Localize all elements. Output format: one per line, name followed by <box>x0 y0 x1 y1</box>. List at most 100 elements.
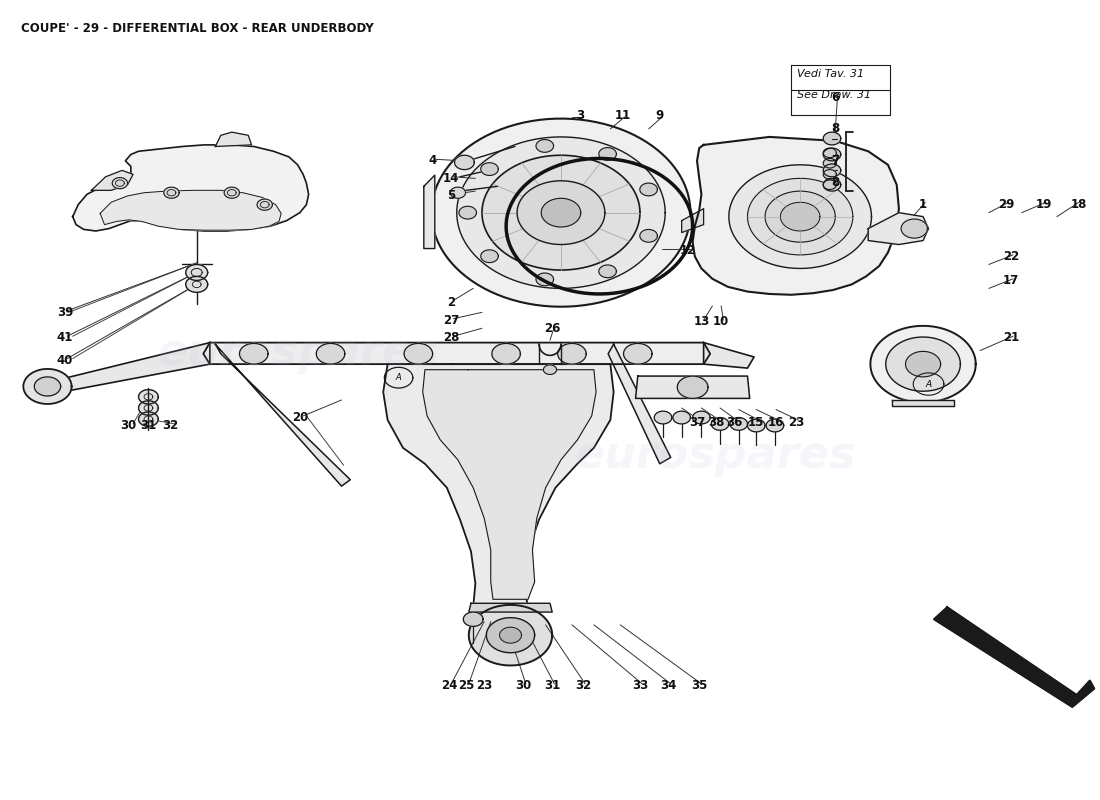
Text: 28: 28 <box>443 331 460 344</box>
Polygon shape <box>748 178 852 255</box>
Text: 18: 18 <box>1070 198 1087 211</box>
Polygon shape <box>624 343 652 364</box>
Polygon shape <box>712 418 729 430</box>
Polygon shape <box>886 337 960 391</box>
Text: 17: 17 <box>1003 274 1019 287</box>
Text: 22: 22 <box>1003 250 1019 263</box>
Polygon shape <box>139 401 158 415</box>
Text: 2: 2 <box>448 296 455 310</box>
Polygon shape <box>499 627 521 643</box>
Text: 27: 27 <box>443 314 460 326</box>
Polygon shape <box>536 273 553 286</box>
Text: 29: 29 <box>999 198 1014 211</box>
Polygon shape <box>823 170 836 179</box>
Polygon shape <box>139 390 158 404</box>
Polygon shape <box>823 164 840 177</box>
Polygon shape <box>454 155 474 170</box>
Polygon shape <box>34 377 60 396</box>
Text: A: A <box>396 373 402 382</box>
Polygon shape <box>823 148 836 158</box>
Polygon shape <box>598 265 616 278</box>
Text: 40: 40 <box>57 354 74 366</box>
Polygon shape <box>469 603 552 612</box>
Polygon shape <box>636 376 750 398</box>
Polygon shape <box>240 343 268 364</box>
Text: 30: 30 <box>516 679 531 692</box>
Polygon shape <box>186 265 208 281</box>
Polygon shape <box>23 369 72 404</box>
Polygon shape <box>54 342 210 392</box>
Text: 39: 39 <box>57 306 74 319</box>
Polygon shape <box>431 118 691 306</box>
Polygon shape <box>780 202 820 231</box>
Text: 32: 32 <box>575 679 591 692</box>
Polygon shape <box>73 145 309 231</box>
Polygon shape <box>404 343 432 364</box>
Polygon shape <box>693 137 899 294</box>
Polygon shape <box>481 250 498 262</box>
Polygon shape <box>224 187 240 198</box>
Text: 25: 25 <box>459 679 475 692</box>
Text: 37: 37 <box>689 416 705 429</box>
Polygon shape <box>517 181 605 245</box>
Polygon shape <box>730 418 748 430</box>
Polygon shape <box>463 612 483 626</box>
Text: 21: 21 <box>1003 331 1019 344</box>
Polygon shape <box>608 344 671 464</box>
Polygon shape <box>456 137 666 288</box>
Polygon shape <box>100 190 282 230</box>
Polygon shape <box>640 230 658 242</box>
Polygon shape <box>892 400 954 406</box>
Text: 9: 9 <box>656 109 663 122</box>
Text: 38: 38 <box>708 416 725 429</box>
Polygon shape <box>424 175 434 249</box>
Polygon shape <box>640 183 658 196</box>
Text: 32: 32 <box>162 419 178 432</box>
Text: 15: 15 <box>748 416 764 429</box>
Polygon shape <box>459 206 476 219</box>
Text: 34: 34 <box>660 679 676 692</box>
Polygon shape <box>492 343 520 364</box>
Text: 23: 23 <box>788 416 804 429</box>
Text: 8: 8 <box>832 176 839 189</box>
Text: eurospares: eurospares <box>157 330 438 374</box>
Polygon shape <box>823 180 836 190</box>
Polygon shape <box>543 365 557 374</box>
Text: A: A <box>925 379 932 389</box>
Polygon shape <box>682 209 704 233</box>
Polygon shape <box>164 187 179 198</box>
Polygon shape <box>823 132 840 145</box>
Polygon shape <box>541 198 581 227</box>
Text: COUPE' - 29 - DIFFERENTIAL BOX - REAR UNDERBODY: COUPE' - 29 - DIFFERENTIAL BOX - REAR UN… <box>21 22 374 35</box>
Text: 3: 3 <box>576 109 585 122</box>
Polygon shape <box>257 199 273 210</box>
Polygon shape <box>598 147 616 160</box>
Text: 10: 10 <box>713 315 729 328</box>
Polygon shape <box>823 148 840 161</box>
Polygon shape <box>186 277 208 292</box>
Polygon shape <box>317 343 344 364</box>
Polygon shape <box>204 342 711 364</box>
Polygon shape <box>766 191 835 242</box>
Polygon shape <box>91 170 133 190</box>
Polygon shape <box>767 419 783 432</box>
Text: 11: 11 <box>614 109 630 122</box>
Text: 36: 36 <box>726 416 742 429</box>
Polygon shape <box>383 364 614 623</box>
Text: 4: 4 <box>429 154 437 167</box>
Text: 30: 30 <box>121 419 136 432</box>
Text: 20: 20 <box>292 411 308 424</box>
Polygon shape <box>678 376 708 398</box>
Text: 31: 31 <box>141 419 156 432</box>
Text: 26: 26 <box>544 322 560 334</box>
Text: 5: 5 <box>447 190 455 202</box>
Text: 16: 16 <box>768 416 784 429</box>
Text: 6: 6 <box>832 90 839 103</box>
Polygon shape <box>901 219 927 238</box>
Text: 12: 12 <box>680 245 696 258</box>
Polygon shape <box>868 213 928 245</box>
Text: eurospares: eurospares <box>574 434 856 478</box>
Polygon shape <box>450 187 465 198</box>
Polygon shape <box>482 155 640 270</box>
Polygon shape <box>216 132 252 146</box>
